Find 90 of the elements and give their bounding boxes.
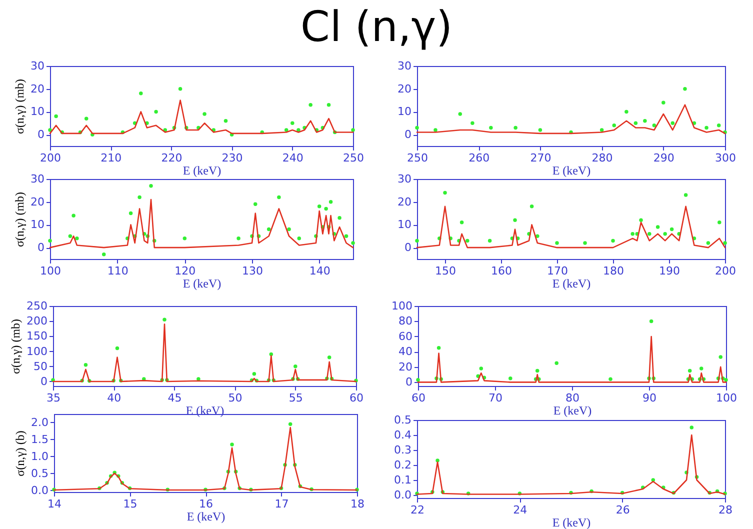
y-tick-label: 1.0 <box>31 450 48 463</box>
y-tick-label: 30 <box>398 60 412 72</box>
y-tick-label: 0.5 <box>31 466 48 480</box>
x-tick-label: 60 <box>350 392 364 404</box>
y-tick-label: 0 <box>404 128 412 142</box>
y-axis-title: σ(n,γ) (b) <box>13 430 28 476</box>
x-tick-label: 70 <box>488 392 502 404</box>
y-tick-label: 0 <box>40 374 48 388</box>
x-axis-title: E (keV) <box>552 164 591 178</box>
y-tick-label: 0 <box>404 241 412 254</box>
x-axis-title: E (keV) <box>553 404 592 418</box>
x-tick-label: 160 <box>491 264 512 278</box>
y-tick-label: 100 <box>392 300 412 312</box>
x-tick-label: 200 <box>715 264 736 278</box>
x-axis-title: E (keV) <box>552 276 591 290</box>
x-tick-label: 180 <box>603 264 624 278</box>
y-axis-title: σ(n,γ) (mb) <box>12 78 27 134</box>
y-tick-label: 100 <box>26 344 48 358</box>
x-tick-label: 280 <box>592 152 613 164</box>
y-tick-label: 10 <box>30 218 44 232</box>
x-tick-label: 120 <box>174 264 196 278</box>
y-tick-label: 0.5 <box>394 414 412 426</box>
y-tick-label: 30 <box>30 172 44 186</box>
x-tick-label: 14 <box>48 498 62 510</box>
y-tick-label: 0.2 <box>394 458 412 472</box>
chart-title: Cl (n,γ) <box>300 2 454 51</box>
y-tick-label: 150 <box>26 330 48 343</box>
x-tick-label: 110 <box>107 264 128 278</box>
x-tick-label: 270 <box>530 152 552 164</box>
x-tick-label: 190 <box>659 264 680 278</box>
y-axis-title: σ(n,γ) (mb) <box>8 318 23 374</box>
x-tick-label: 28 <box>718 504 732 516</box>
y-tick-label: 30 <box>30 60 44 72</box>
x-tick-label: 130 <box>242 264 263 278</box>
y-tick-label: 0.0 <box>394 488 412 502</box>
x-axis-title: E (keV) <box>186 510 226 524</box>
y-tick-label: 200 <box>26 314 48 328</box>
y-tick-label: 0.4 <box>394 428 412 442</box>
x-tick-label: 35 <box>46 392 60 404</box>
x-tick-label: 15 <box>123 498 138 510</box>
y-tick-label: 20 <box>30 195 44 208</box>
x-tick-label: 16 <box>199 498 213 510</box>
x-tick-label: 45 <box>168 392 182 404</box>
x-axis-title: E (keV) <box>182 276 222 290</box>
x-tick-label: 250 <box>343 152 364 164</box>
x-tick-label: 150 <box>435 264 456 278</box>
x-axis-title: E (keV) <box>552 516 591 529</box>
y-tick-label: 20 <box>398 360 412 374</box>
y-tick-label: 60 <box>398 330 412 343</box>
x-tick-label: 260 <box>468 152 490 164</box>
y-tick-label: 30 <box>398 172 412 186</box>
x-tick-label: 300 <box>715 152 736 164</box>
x-tick-label: 55 <box>288 392 303 404</box>
x-tick-label: 18 <box>350 498 364 510</box>
x-tick-label: 24 <box>513 504 528 516</box>
x-tick-label: 90 <box>642 392 656 404</box>
x-tick-label: 140 <box>309 264 330 278</box>
x-tick-label: 40 <box>107 392 122 404</box>
x-tick-label: 80 <box>566 392 580 404</box>
x-tick-label: 210 <box>100 152 122 164</box>
x-tick-label: 22 <box>410 504 424 516</box>
y-tick-label: 40 <box>398 345 412 358</box>
y-tick-label: 0 <box>38 241 44 254</box>
y-tick-label: 1.5 <box>31 432 48 446</box>
x-tick-label: 290 <box>653 152 674 164</box>
y-tick-label: 250 <box>26 300 48 312</box>
y-tick-label: 80 <box>398 314 412 328</box>
x-tick-label: 26 <box>616 504 630 516</box>
x-tick-label: 240 <box>282 152 304 164</box>
y-tick-label: 0 <box>406 376 412 389</box>
x-tick-label: 170 <box>547 264 568 278</box>
y-tick-label: 20 <box>398 82 412 96</box>
y-tick-label: 10 <box>30 105 44 118</box>
y-tick-label: 10 <box>398 218 412 232</box>
x-tick-label: 230 <box>222 152 243 164</box>
y-tick-label: 0.3 <box>394 444 412 456</box>
y-tick-label: 20 <box>30 82 44 96</box>
y-tick-label: 50 <box>34 360 48 373</box>
y-axis-title: σ(n,γ) (mb) <box>12 192 27 248</box>
x-tick-label: 220 <box>161 152 182 164</box>
y-tick-label: 10 <box>398 105 412 118</box>
x-tick-label: 100 <box>716 392 737 404</box>
y-tick-label: 0 <box>38 128 44 142</box>
y-tick-label: 0.0 <box>31 484 48 497</box>
x-tick-label: 50 <box>228 392 242 404</box>
y-tick-label: 0.1 <box>394 474 412 486</box>
x-tick-label: 17 <box>274 498 289 510</box>
y-tick-label: 20 <box>398 195 412 208</box>
y-tick-label: 2.0 <box>31 416 48 429</box>
x-axis-title: E (keV) <box>182 164 222 178</box>
